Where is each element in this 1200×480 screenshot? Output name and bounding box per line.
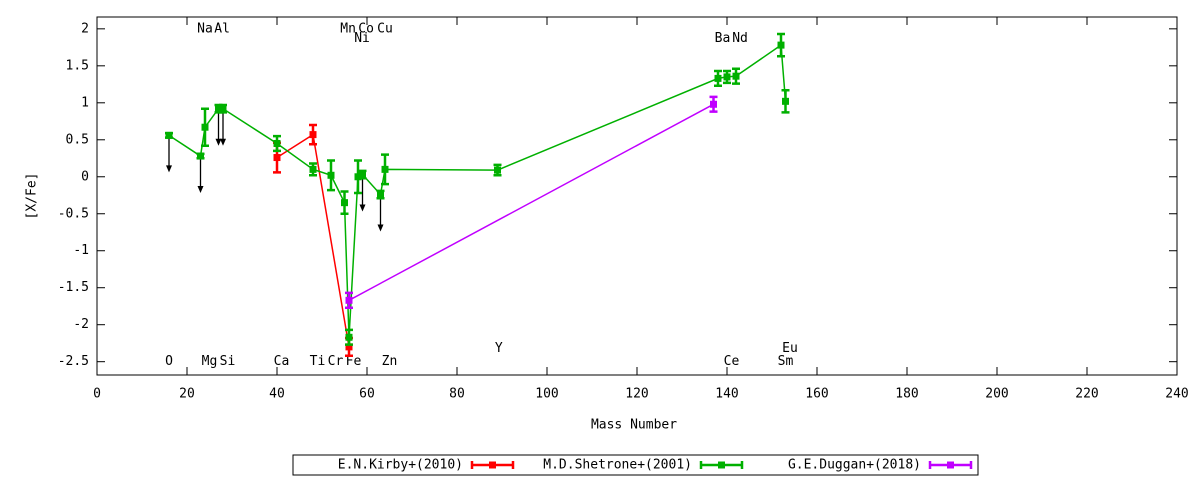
point [381,165,389,173]
arrow-head [220,138,226,146]
x-axis-label: Mass Number [591,418,677,433]
y-tick-label: 1 [81,95,89,110]
element-label: Sm [778,354,794,369]
upper-limit-arrow [197,156,204,194]
x-tick-label: 200 [985,387,1008,402]
x-tick-label: 180 [895,387,918,402]
legend-label: E.N.Kirby+(2010) [338,458,463,473]
x-tick-label: 220 [1075,387,1098,402]
point [345,333,353,341]
point [219,105,227,113]
point [777,41,785,49]
point [309,131,317,139]
element-label: Eu [782,341,798,356]
arrow-head [166,165,172,173]
legend-marker [947,461,954,469]
upper-limit-arrow [359,174,366,212]
point [782,97,789,105]
point [710,100,717,108]
element-label: Ba [715,31,731,46]
point [201,123,209,131]
x-tick-label: 100 [535,387,558,402]
y-tick-label: 0 [81,169,89,184]
point [714,74,722,82]
y-tick-label: -1.5 [58,280,89,295]
point [354,173,362,181]
point [732,72,740,80]
upper-limit-arrow [377,194,384,232]
element-label: Y [495,341,503,356]
element-label: O [165,354,173,369]
element-label: Ce [724,354,740,369]
x-tick-label: 120 [625,387,648,402]
x-tick-label: 40 [269,387,285,402]
point [345,296,353,304]
point [215,105,222,113]
x-tick-label: 60 [359,387,375,402]
upper-limit-arrow [166,135,172,173]
series-line [348,103,714,301]
x-tick-label: 160 [805,387,828,402]
point [345,343,353,351]
point [273,154,281,162]
point [341,199,348,207]
x-tick-label: 140 [715,387,738,402]
arrow-head [359,204,366,212]
x-tick-label: 240 [1165,387,1188,402]
y-axis-label: [X/Fe] [25,173,40,220]
point [494,166,501,174]
x-tick-label: 20 [179,387,195,402]
element-label: Na [197,21,213,36]
legend-frame [292,454,979,476]
element-label: Ni [354,31,370,46]
element-label: Fe [346,354,362,369]
point [377,191,384,199]
y-tick-label: 1.5 [66,58,89,73]
legend-label: M.D.Shetrone+(2001) [543,458,692,473]
point [359,171,366,179]
element-label: Co [358,21,374,36]
upper-limit-arrow [220,108,226,146]
series-line [168,43,787,338]
element-label: Mn [340,21,356,36]
point [309,165,317,173]
arrow-head [215,138,222,146]
element-label: Al [214,21,230,36]
x-tick-label: 0 [93,387,101,402]
arrow-head [197,186,204,194]
point [165,131,173,139]
point [197,152,204,160]
point [273,139,281,147]
x-tick-label: 80 [449,387,465,402]
element-label: Cu [377,21,393,36]
y-tick-label: -2.5 [58,354,89,369]
legend-marker [718,461,725,469]
y-tick-label: -2 [73,317,89,332]
legend-marker [489,461,496,469]
element-label: Ca [274,354,290,369]
element-label: Cr [328,354,344,369]
element-label: Mg [202,354,218,369]
legend-label: G.E.Duggan+(2018) [788,458,921,473]
y-tick-label: -1 [73,243,89,258]
y-tick-label: 0.5 [66,132,89,147]
point [327,171,335,179]
upper-limit-arrow [215,108,222,146]
point [723,73,731,81]
element-label: Zn [382,354,398,369]
element-label: Nd [732,31,748,46]
y-tick-label: 2 [81,21,89,36]
plot-frame [96,16,1178,376]
y-tick-label: -0.5 [58,206,89,221]
element-label: Si [220,354,236,369]
arrow-head [377,224,384,232]
element-label: Ti [310,354,326,369]
